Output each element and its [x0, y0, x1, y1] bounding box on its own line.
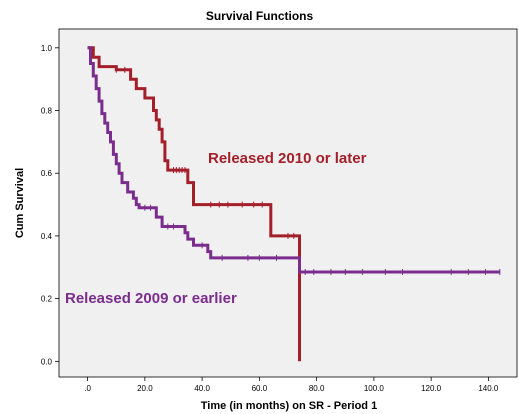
y-tick-label: 1.0 — [41, 44, 53, 53]
legend-label-released-2010-or-later: Released 2010 or later — [208, 150, 367, 167]
x-tick-label: 100.0 — [364, 384, 385, 393]
x-tick-label: 60.0 — [252, 384, 268, 393]
plot-area — [58, 28, 518, 378]
y-axis-ticks: 0.0 0.2 0.4 0.6 0.8 1.0 — [41, 44, 59, 366]
y-tick-label: 0.4 — [41, 232, 53, 241]
x-tick-label: 140.0 — [478, 384, 499, 393]
x-tick-label: 20.0 — [137, 384, 153, 393]
y-tick-label: 0.0 — [41, 357, 53, 366]
x-tick-label: 120.0 — [421, 384, 442, 393]
x-tick-label: 80.0 — [309, 384, 325, 393]
series-line-released-2009-or-earlier — [87, 46, 500, 274]
x-axis-label: Time (in months) on SR - Period 1 — [201, 400, 377, 412]
y-axis-label: Cum Survival — [14, 168, 26, 238]
censor-marks-layer — [115, 66, 501, 275]
legend-label-released-2009-or-earlier: Released 2009 or earlier — [65, 290, 237, 307]
x-axis-ticks: .0 20.0 40.0 60.0 80.0 100.0 120.0 140.0 — [84, 377, 499, 393]
y-tick-label: 0.6 — [41, 169, 53, 178]
x-tick-label: .0 — [84, 384, 91, 393]
x-tick-label: 40.0 — [194, 384, 210, 393]
y-tick-label: 0.8 — [41, 107, 53, 116]
y-tick-label: 0.2 — [41, 295, 53, 304]
chart-title: Survival Functions — [206, 9, 314, 23]
